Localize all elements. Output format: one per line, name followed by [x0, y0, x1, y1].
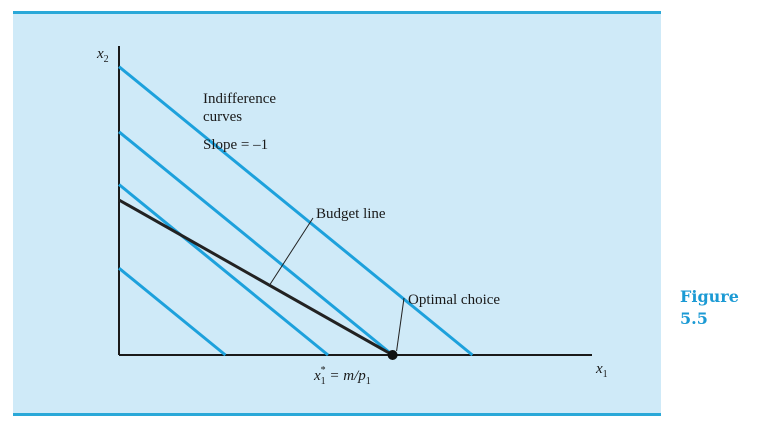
top-rule	[13, 11, 661, 14]
x-axis-label: x1	[595, 361, 608, 380]
figure-caption: Figure 5.5	[680, 286, 739, 330]
indifference-curves	[118, 65, 474, 357]
budget-leader-line	[269, 217, 314, 286]
optimal-choice-point	[387, 350, 398, 360]
optimal-choice-label: Optimal choice	[408, 292, 500, 308]
optimal-x-label: x* 1 = m/p1	[313, 365, 371, 387]
indifference-curve-4	[118, 65, 474, 357]
indifference-label-line2: curves	[203, 109, 242, 125]
budget-line	[118, 198, 394, 357]
indifference-curve-1	[118, 267, 227, 357]
figure-number: 5.5	[680, 309, 708, 328]
optimal-leader-line	[396, 297, 405, 352]
budget-line-label: Budget line	[316, 206, 386, 222]
figure-panel	[13, 12, 661, 415]
figure-label: Figure	[680, 287, 739, 306]
slope-label: Slope = –1	[203, 137, 268, 153]
y-axis-label: x2	[96, 46, 109, 65]
bottom-rule	[13, 413, 661, 416]
indifference-curve-3	[118, 130, 394, 357]
indifference-label-line1: Indifference	[203, 91, 276, 107]
indifference-curve-2	[118, 183, 329, 357]
